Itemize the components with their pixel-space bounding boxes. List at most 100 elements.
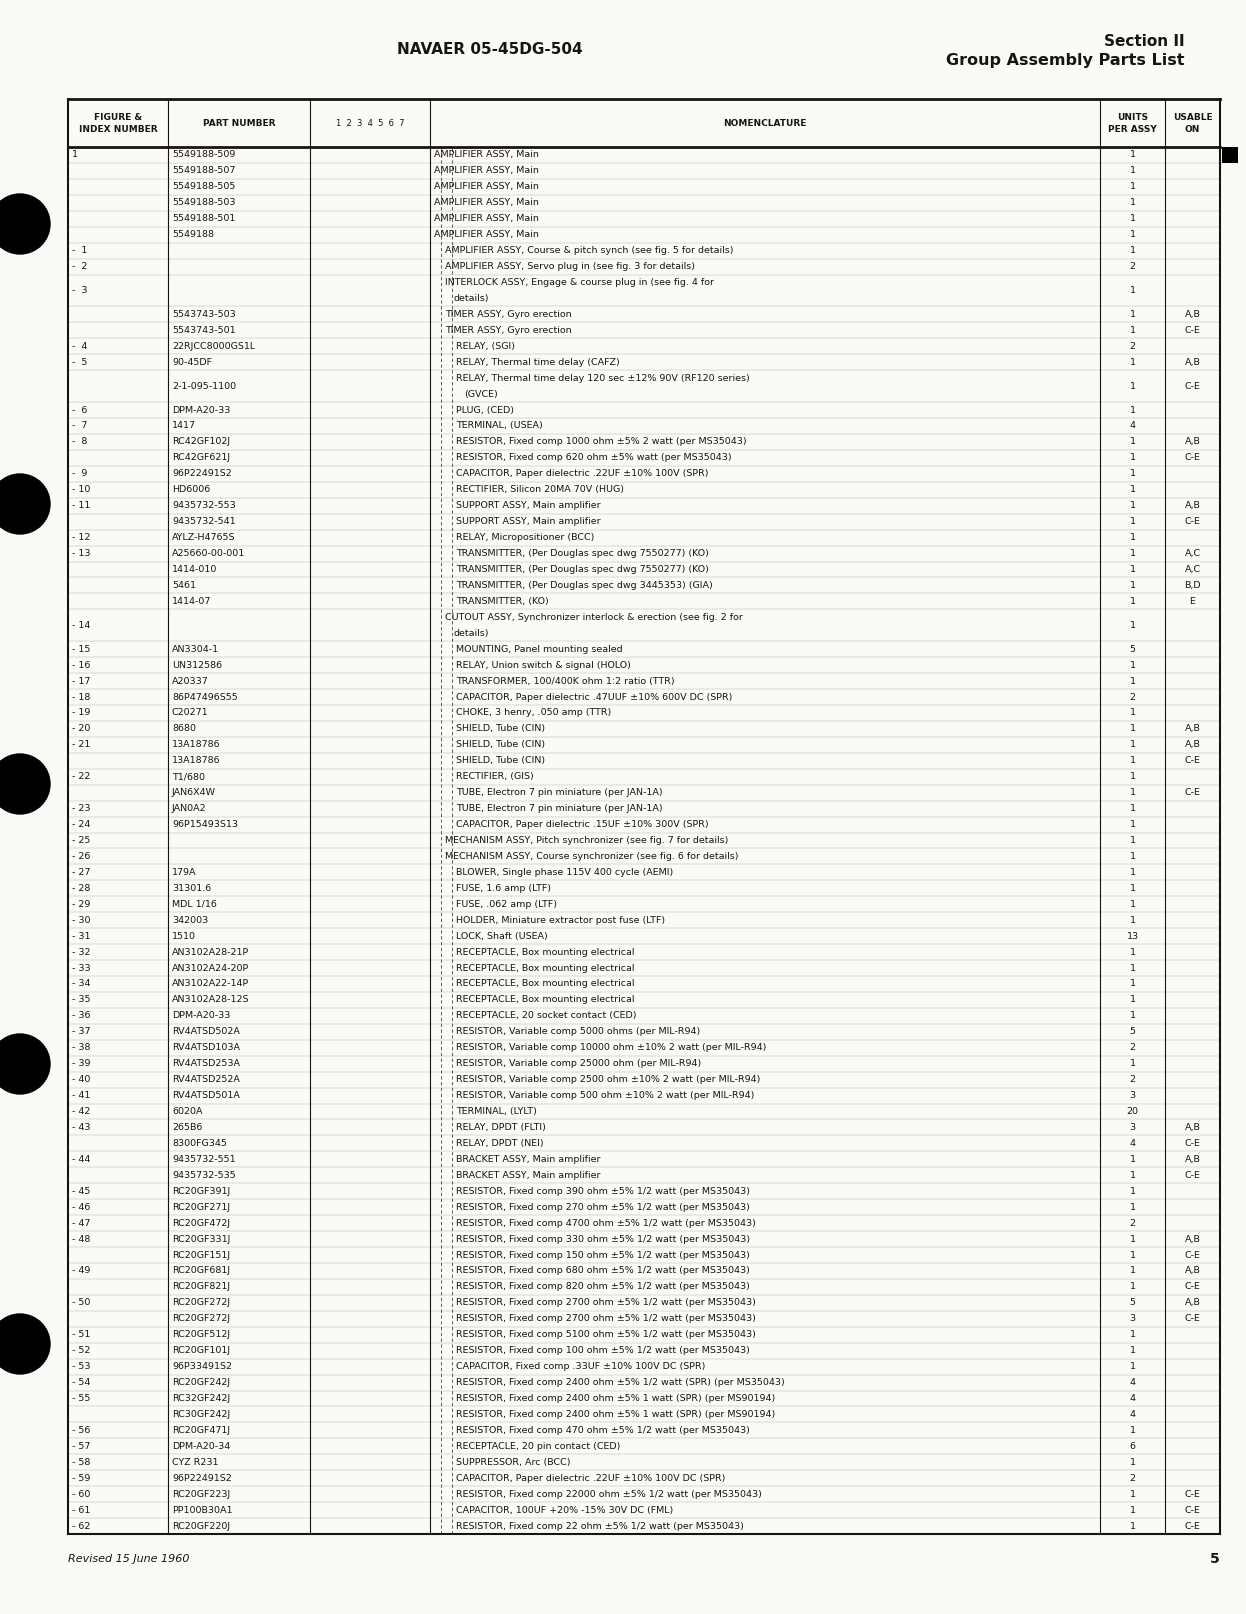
Text: RECEPTACLE, Box mounting electrical: RECEPTACLE, Box mounting electrical [456, 947, 634, 957]
Text: 2: 2 [1130, 1043, 1135, 1052]
Text: 1: 1 [1130, 1059, 1135, 1068]
Text: TUBE, Electron 7 pin miniature (per JAN-1A): TUBE, Electron 7 pin miniature (per JAN-… [456, 788, 663, 797]
Text: 1: 1 [1130, 358, 1135, 366]
Text: 1: 1 [1130, 1283, 1135, 1291]
Text: A,B: A,B [1185, 310, 1200, 320]
Text: TIMER ASSY, Gyro erection: TIMER ASSY, Gyro erection [445, 310, 572, 320]
Text: 1: 1 [1130, 996, 1135, 1004]
Text: NAVAER 05-45DG-504: NAVAER 05-45DG-504 [397, 42, 583, 56]
Text: 1: 1 [1130, 1235, 1135, 1243]
Text: - 47: - 47 [72, 1219, 91, 1228]
Text: 1: 1 [1130, 533, 1135, 542]
Text: C-E: C-E [1185, 1139, 1200, 1148]
Text: 1: 1 [1130, 326, 1135, 334]
Text: DPM-A20-33: DPM-A20-33 [172, 405, 231, 415]
Text: - 34: - 34 [72, 980, 91, 988]
Text: AN3102A28-12S: AN3102A28-12S [172, 996, 249, 1004]
Text: FUSE, .062 amp (LTF): FUSE, .062 amp (LTF) [456, 899, 557, 909]
Text: RC20GF101J: RC20GF101J [172, 1346, 231, 1356]
Text: DPM-A20-33: DPM-A20-33 [172, 1012, 231, 1020]
Text: 1: 1 [1130, 231, 1135, 239]
Text: CAPACITOR, 100UF +20% -15% 30V DC (FML): CAPACITOR, 100UF +20% -15% 30V DC (FML) [456, 1506, 673, 1514]
Text: RESISTOR, Variable comp 500 ohm ±10% 2 watt (per MIL-R94): RESISTOR, Variable comp 500 ohm ±10% 2 w… [456, 1091, 754, 1101]
Text: RESISTOR, Variable comp 25000 ohm (per MIL-R94): RESISTOR, Variable comp 25000 ohm (per M… [456, 1059, 701, 1068]
Text: - 27: - 27 [72, 868, 91, 876]
Text: RESISTOR, Fixed comp 390 ohm ±5% 1/2 watt (per MS35043): RESISTOR, Fixed comp 390 ohm ±5% 1/2 wat… [456, 1186, 750, 1196]
Text: 1: 1 [1130, 836, 1135, 846]
Text: 5549188: 5549188 [172, 231, 214, 239]
Text: -  4: - 4 [72, 342, 87, 350]
Text: 1: 1 [1130, 470, 1135, 478]
Text: DPM-A20-34: DPM-A20-34 [172, 1441, 231, 1451]
Text: - 32: - 32 [72, 947, 91, 957]
Text: RESISTOR, Variable comp 2500 ohm ±10% 2 watt (per MIL-R94): RESISTOR, Variable comp 2500 ohm ±10% 2 … [456, 1075, 760, 1085]
Text: RECEPTACLE, 20 pin contact (CED): RECEPTACLE, 20 pin contact (CED) [456, 1441, 621, 1451]
Text: 13A18786: 13A18786 [172, 757, 221, 765]
Text: AMPLIFIER ASSY, Main: AMPLIFIER ASSY, Main [434, 182, 538, 192]
Text: 86P47496S55: 86P47496S55 [172, 692, 238, 702]
Text: A20337: A20337 [172, 676, 209, 686]
Text: C-E: C-E [1185, 1251, 1200, 1259]
Text: NOMENCLATURE: NOMENCLATURE [724, 118, 806, 128]
Text: C-E: C-E [1185, 381, 1200, 391]
Text: C-E: C-E [1185, 454, 1200, 462]
Text: 1: 1 [1130, 581, 1135, 591]
Text: 2: 2 [1130, 342, 1135, 350]
Text: - 41: - 41 [72, 1091, 91, 1101]
Text: RESISTOR, Fixed comp 2400 ohm ±5% 1/2 watt (SPR) (per MS35043): RESISTOR, Fixed comp 2400 ohm ±5% 1/2 wa… [456, 1378, 785, 1386]
Text: 1: 1 [1130, 660, 1135, 670]
Text: RESISTOR, Fixed comp 620 ohm ±5% watt (per MS35043): RESISTOR, Fixed comp 620 ohm ±5% watt (p… [456, 454, 731, 462]
Text: RESISTOR, Fixed comp 470 ohm ±5% 1/2 watt (per MS35043): RESISTOR, Fixed comp 470 ohm ±5% 1/2 wat… [456, 1425, 750, 1435]
Text: TUBE, Electron 7 pin miniature (per JAN-1A): TUBE, Electron 7 pin miniature (per JAN-… [456, 804, 663, 813]
Text: 9435732-551: 9435732-551 [172, 1156, 235, 1164]
Text: CAPACITOR, Paper dielectric .47UUF ±10% 600V DC (SPR): CAPACITOR, Paper dielectric .47UUF ±10% … [456, 692, 733, 702]
Text: 22RJCC8000GS1L: 22RJCC8000GS1L [172, 342, 255, 350]
Text: RELAY, Micropositioner (BCC): RELAY, Micropositioner (BCC) [456, 533, 594, 542]
Text: SUPPORT ASSY, Main amplifier: SUPPORT ASSY, Main amplifier [456, 502, 601, 510]
Text: AMPLIFIER ASSY, Course & pitch synch (see fig. 5 for details): AMPLIFIER ASSY, Course & pitch synch (se… [445, 245, 734, 255]
Text: MOUNTING, Panel mounting sealed: MOUNTING, Panel mounting sealed [456, 644, 623, 654]
Text: 4: 4 [1130, 421, 1135, 431]
Text: 4: 4 [1130, 1411, 1135, 1419]
Text: 5: 5 [1210, 1553, 1220, 1566]
Text: - 12: - 12 [72, 533, 91, 542]
Text: 1: 1 [1130, 788, 1135, 797]
Text: 4: 4 [1130, 1394, 1135, 1403]
Text: -  3: - 3 [72, 286, 87, 295]
Text: -  6: - 6 [72, 405, 87, 415]
Text: SUPPORT ASSY, Main amplifier: SUPPORT ASSY, Main amplifier [456, 516, 601, 526]
Circle shape [0, 1035, 50, 1094]
Text: 1: 1 [1130, 516, 1135, 526]
Text: 1: 1 [1130, 964, 1135, 973]
Text: 13A18786: 13A18786 [172, 741, 221, 749]
Text: RESISTOR, Variable comp 5000 ohms (per MIL-R94): RESISTOR, Variable comp 5000 ohms (per M… [456, 1027, 700, 1036]
Text: 5: 5 [1130, 1298, 1135, 1307]
Text: 1: 1 [1130, 676, 1135, 686]
Text: T1/680: T1/680 [172, 771, 206, 781]
Text: AMPLIFIER ASSY, Servo plug in (see fig. 3 for details): AMPLIFIER ASSY, Servo plug in (see fig. … [445, 261, 695, 271]
Text: RELAY, (SGI): RELAY, (SGI) [456, 342, 515, 350]
Text: 8680: 8680 [172, 725, 196, 733]
Text: MECHANISM ASSY, Course synchronizer (see fig. 6 for details): MECHANISM ASSY, Course synchronizer (see… [445, 852, 739, 860]
Text: A25660-00-001: A25660-00-001 [172, 549, 245, 558]
Text: RC20GF472J: RC20GF472J [172, 1219, 231, 1228]
Text: CAPACITOR, Paper dielectric .22UF ±10% 100V DC (SPR): CAPACITOR, Paper dielectric .22UF ±10% 1… [456, 1474, 725, 1483]
Text: BLOWER, Single phase 115V 400 cycle (AEMI): BLOWER, Single phase 115V 400 cycle (AEM… [456, 868, 673, 876]
Text: TRANSMITTER, (Per Douglas spec dwg 7550277) (KO): TRANSMITTER, (Per Douglas spec dwg 75502… [456, 549, 709, 558]
Text: RC20GF821J: RC20GF821J [172, 1283, 231, 1291]
Text: UN312586: UN312586 [172, 660, 222, 670]
Text: RC20GF272J: RC20GF272J [172, 1298, 231, 1307]
Text: 1: 1 [1130, 1425, 1135, 1435]
Text: CAPACITOR, Paper dielectric .15UF ±10% 300V (SPR): CAPACITOR, Paper dielectric .15UF ±10% 3… [456, 820, 709, 830]
Text: 1414-07: 1414-07 [172, 597, 212, 605]
Text: - 44: - 44 [72, 1156, 91, 1164]
Text: MDL 1/16: MDL 1/16 [172, 899, 217, 909]
Text: 1: 1 [1130, 820, 1135, 830]
Text: - 30: - 30 [72, 915, 91, 925]
Text: RC20GF331J: RC20GF331J [172, 1235, 231, 1243]
Text: A,B: A,B [1185, 502, 1200, 510]
Text: - 15: - 15 [72, 644, 91, 654]
Text: RESISTOR, Fixed comp 680 ohm ±5% 1/2 watt (per MS35043): RESISTOR, Fixed comp 680 ohm ±5% 1/2 wat… [456, 1267, 750, 1275]
Text: RELAY, Thermal time delay 120 sec ±12% 90V (RF120 series): RELAY, Thermal time delay 120 sec ±12% 9… [456, 374, 750, 383]
Text: - 50: - 50 [72, 1298, 91, 1307]
